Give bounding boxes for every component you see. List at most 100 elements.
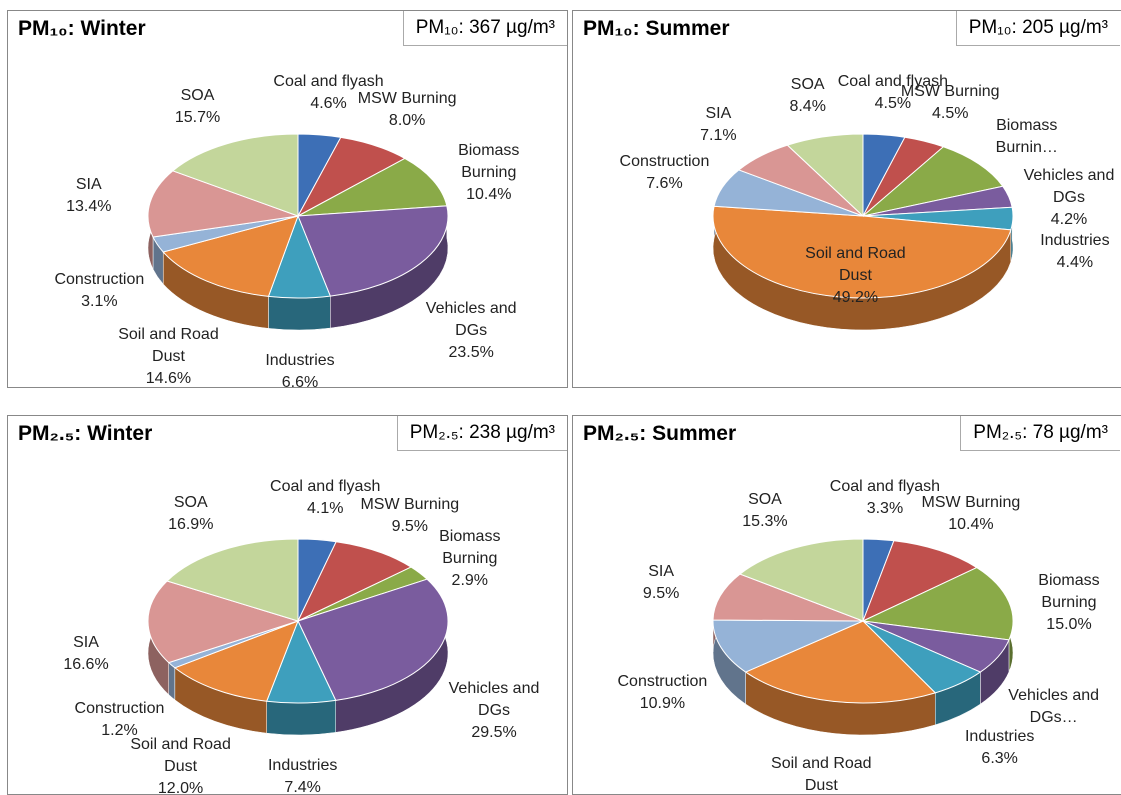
slice: [862, 540, 978, 622]
chart-subtitle: PM₂.₅: 78 µg/m³: [960, 416, 1120, 451]
panel: PM₂.₅: Summer PM₂.₅: 78 µg/m³ Coal and f…: [572, 415, 1121, 795]
value-label: 6.3%: [981, 749, 1018, 767]
slice-label: Construction 3.1%: [39, 269, 159, 313]
category-label: Coal and flyash: [273, 73, 384, 91]
slice-label: Vehicles and DGs 23.5%: [411, 298, 531, 364]
slice: [147, 580, 300, 664]
value-label: 13.4%: [66, 198, 112, 215]
slice-label: Industries 6.6%: [240, 350, 360, 388]
category-label: SOA: [180, 86, 215, 104]
value-label: 23.5%: [448, 343, 494, 361]
slice-label: MSW Burning 8.0%: [347, 88, 467, 132]
category-label: Construction: [74, 699, 165, 717]
slice: [162, 215, 299, 297]
chart-title: PM₁₀: Winter: [18, 17, 146, 40]
slice-label: Coal and flyash 3.3%: [825, 476, 945, 520]
value-label: 15.3%: [742, 513, 788, 531]
panel: PM₁₀: Winter PM₁₀: 367 µg/m³ Coal and fl…: [7, 10, 568, 388]
slice-label: Biomass Burning 15.0%: [1009, 570, 1121, 636]
slice: [297, 157, 448, 217]
slice-side: [168, 662, 176, 701]
category-label: Construction: [619, 152, 710, 170]
slice-label: Coal and flyash 4.6%: [269, 71, 389, 115]
category-label: Coal and flyash: [829, 477, 941, 495]
chart-subtitle: PM₂.₅: 238 µg/m³: [396, 416, 567, 451]
slice-side: [266, 700, 336, 736]
slice: [296, 541, 413, 623]
value-label: 2.9%: [451, 572, 489, 590]
value-label: 7.4%: [284, 778, 321, 795]
category-label: Vehicles and DGs: [448, 680, 540, 720]
slice: [712, 573, 864, 622]
category-label: SOA: [748, 491, 782, 509]
category-label: Vehicles and DGs: [425, 299, 517, 339]
value-label: 29.5%: [471, 724, 517, 742]
value-label: 16.6%: [63, 656, 109, 674]
slice-label: SIA 7.1%: [658, 103, 778, 147]
value-label: 9.5%: [642, 585, 680, 603]
slice-label: SIA 9.5%: [601, 561, 721, 605]
category-label: Construction: [54, 271, 145, 289]
category-label: Construction: [617, 673, 708, 691]
value-label: 3.3%: [866, 499, 904, 517]
category-label: Vehicles and DGs: [1023, 166, 1115, 206]
category-label: Soil and Road Dust: [805, 245, 906, 285]
category-label: Soil and Road Dust: [771, 754, 872, 794]
value-label: 7.1%: [700, 127, 737, 145]
slice-label: Biomass Burnin…: [967, 115, 1087, 159]
value-label: 7.6%: [646, 174, 683, 192]
chart-title: PM₁₀: Summer: [583, 17, 730, 40]
value-label: 4.6%: [310, 95, 347, 113]
category-label: MSW Burning: [360, 495, 460, 513]
slice-label: Soil and Road Dust 12.0%: [121, 734, 241, 794]
value-label: 49.2%: [832, 289, 879, 307]
slice-label: Vehicles and DGs 29.5%: [434, 678, 554, 744]
slice-label: Industries 6.3%: [940, 726, 1060, 770]
value-label: 10.4%: [466, 185, 512, 203]
category-label: SIA: [75, 176, 102, 193]
category-label: Soil and Road Dust: [118, 326, 219, 366]
value-label: 9.5%: [391, 517, 429, 535]
slice-label: Vehicles and DGs 4.2%: [1009, 165, 1121, 231]
category-label: Industries: [265, 351, 335, 369]
slice-label: Construction 10.9%: [602, 671, 722, 715]
slice-label: Soil and Road Dust22.3%: [761, 753, 881, 794]
pie: [147, 133, 449, 331]
category-label: Coal and flyash: [837, 73, 948, 91]
value-label: 4.5%: [874, 95, 912, 113]
slice: [173, 620, 299, 702]
category-label: SOA: [173, 494, 208, 512]
chart-title: PM₂.₅: Winter: [18, 422, 153, 445]
slice: [861, 566, 1014, 641]
category-label: Biomass Burnin…: [995, 117, 1058, 157]
category-label: SIA: [705, 105, 732, 123]
value-label: 10.4%: [948, 516, 994, 534]
category-label: Industries: [267, 756, 338, 774]
slice-label: Construction 1.2%: [59, 698, 179, 742]
category-label: Coal and flyash: [270, 478, 381, 496]
slice-label: MSW Burning 4.5%: [890, 81, 1010, 125]
slice-side: [268, 295, 331, 331]
value-label: 3.1%: [81, 293, 118, 311]
value-label: 4.5%: [932, 104, 969, 122]
slice: [739, 538, 864, 622]
slice-label: SOA 15.7%: [138, 85, 258, 129]
slice-label: SOA 15.3%: [705, 489, 825, 533]
chart-subtitle: PM₁₀: 205 µg/m³: [955, 11, 1120, 46]
category-label: MSW Burning: [357, 89, 457, 107]
category-label: Vehicles and DGs…: [1008, 687, 1100, 727]
category-label: Biomass Burning: [458, 141, 520, 181]
value-label: 1.2%: [101, 721, 138, 739]
value-label: 15.0%: [1046, 615, 1092, 633]
value-label: 14.6%: [145, 370, 192, 388]
panel: PM₂.₅: Winter PM₂.₅: 238 µg/m³ Coal and …: [7, 415, 568, 795]
slice: [862, 146, 1004, 217]
category-label: SIA: [648, 563, 675, 581]
value-label: 8.0%: [388, 111, 426, 129]
value-label: 6.6%: [281, 373, 319, 388]
slice: [297, 205, 449, 297]
chart-title: PM₂.₅: Summer: [583, 422, 737, 445]
value-label: 8.4%: [789, 98, 826, 116]
slice-label: Soil and Road Dust 14.6%: [108, 324, 228, 388]
